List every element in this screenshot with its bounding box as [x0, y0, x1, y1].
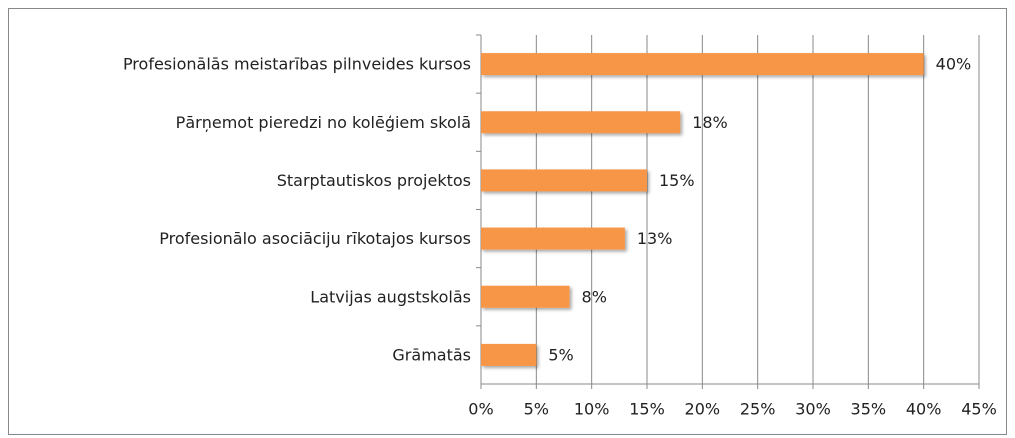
x-tick-label: 0% [468, 400, 493, 419]
y-tick-label: Grāmatās [392, 345, 471, 364]
bar [481, 53, 924, 76]
data-label: 18% [692, 113, 728, 132]
x-tick-label: 40% [906, 400, 942, 419]
data-label: 13% [637, 229, 673, 248]
y-tick-label: Latvijas augstskolās [310, 287, 471, 306]
x-tick-label: 25% [740, 400, 776, 419]
x-tick-label: 45% [961, 400, 997, 419]
y-tick-label: Profesionālo asociāciju rīkotajos kursos [159, 229, 471, 248]
x-tick-label: 30% [795, 400, 831, 419]
data-label: 5% [548, 345, 573, 364]
x-tick-label: 35% [851, 400, 887, 419]
bar [481, 285, 570, 308]
bar [481, 169, 647, 192]
x-tick-label: 10% [574, 400, 610, 419]
y-tick-label: Profesionālās meistarības pilnveides kur… [123, 55, 471, 74]
x-tick-label: 20% [685, 400, 721, 419]
bar [481, 343, 537, 366]
y-tick-label: Starptautiskos projektos [277, 171, 471, 190]
data-label: 15% [659, 171, 695, 190]
x-tick-label: 15% [629, 400, 665, 419]
y-tick-label: Pārņemot pieredzi no kolēģiem skolā [176, 113, 471, 132]
data-label: 8% [582, 287, 607, 306]
x-tick-label: 5% [524, 400, 549, 419]
bar [481, 111, 681, 134]
bar [481, 227, 625, 250]
data-label: 40% [936, 55, 972, 74]
